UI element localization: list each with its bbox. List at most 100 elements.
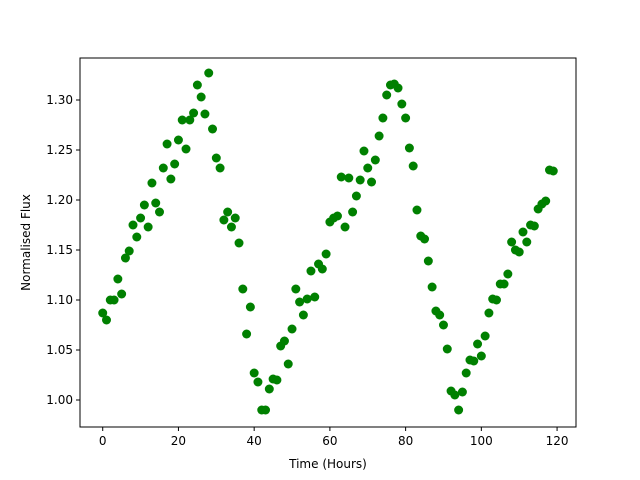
data-point bbox=[484, 308, 494, 318]
data-point bbox=[442, 344, 452, 354]
y-axis-label: Normalised Flux bbox=[19, 194, 33, 291]
data-point bbox=[151, 198, 161, 208]
y-tick-label: 1.20 bbox=[46, 193, 73, 207]
data-point bbox=[518, 227, 528, 237]
data-point bbox=[351, 191, 361, 201]
data-point bbox=[219, 215, 229, 225]
y-tick-label: 1.10 bbox=[46, 293, 73, 307]
data-point bbox=[249, 368, 259, 378]
data-point bbox=[499, 279, 509, 289]
data-point bbox=[158, 163, 168, 173]
data-point bbox=[507, 237, 517, 247]
data-point bbox=[503, 269, 513, 279]
data-point bbox=[529, 221, 539, 231]
x-axis-ticks: 0 20 40 60 80 100 120 bbox=[99, 427, 569, 448]
data-point bbox=[192, 80, 202, 90]
data-point bbox=[473, 339, 483, 349]
data-point bbox=[302, 294, 312, 304]
data-point bbox=[189, 108, 199, 118]
data-point bbox=[245, 302, 255, 312]
data-point bbox=[291, 284, 301, 294]
data-point bbox=[423, 256, 433, 266]
data-point bbox=[348, 207, 358, 217]
data-point bbox=[295, 297, 305, 307]
data-point bbox=[283, 359, 293, 369]
data-point bbox=[457, 387, 467, 397]
data-point bbox=[226, 222, 236, 232]
data-point bbox=[321, 249, 331, 259]
data-point bbox=[355, 175, 365, 185]
data-point bbox=[147, 178, 157, 188]
x-tick-label: 120 bbox=[546, 434, 569, 448]
data-point bbox=[454, 405, 464, 415]
y-tick-label: 1.25 bbox=[46, 143, 73, 157]
data-point bbox=[272, 375, 282, 385]
data-point bbox=[374, 131, 384, 141]
data-point bbox=[279, 336, 289, 346]
data-point bbox=[450, 390, 460, 400]
data-point bbox=[139, 200, 149, 210]
data-point bbox=[230, 213, 240, 223]
data-point bbox=[204, 68, 214, 78]
data-point bbox=[397, 99, 407, 109]
data-point bbox=[173, 135, 183, 145]
data-point bbox=[408, 161, 418, 171]
x-tick-label: 80 bbox=[398, 434, 413, 448]
data-point bbox=[382, 90, 392, 100]
data-point bbox=[170, 159, 180, 169]
data-point bbox=[234, 238, 244, 248]
data-point bbox=[469, 356, 479, 366]
x-axis-label: Time (Hours) bbox=[288, 457, 367, 471]
data-point bbox=[136, 213, 146, 223]
data-point bbox=[264, 384, 274, 394]
x-tick-label: 60 bbox=[322, 434, 337, 448]
data-point bbox=[185, 115, 195, 125]
data-point bbox=[238, 284, 248, 294]
data-point bbox=[461, 368, 471, 378]
plot-area bbox=[80, 58, 576, 427]
data-point bbox=[208, 124, 218, 134]
data-point bbox=[306, 266, 316, 276]
x-tick-label: 40 bbox=[247, 434, 262, 448]
data-point bbox=[196, 92, 206, 102]
data-point bbox=[367, 177, 377, 187]
data-point bbox=[420, 234, 430, 244]
data-point bbox=[155, 207, 165, 217]
data-point bbox=[548, 166, 558, 176]
data-point bbox=[166, 174, 176, 184]
data-point bbox=[215, 163, 225, 173]
data-point bbox=[336, 172, 346, 182]
data-point bbox=[261, 405, 271, 415]
data-point bbox=[109, 295, 119, 305]
data-point bbox=[242, 329, 252, 339]
data-point bbox=[162, 139, 172, 149]
y-tick-label: 1.05 bbox=[46, 343, 73, 357]
data-point bbox=[344, 173, 354, 183]
data-point bbox=[211, 153, 221, 163]
data-point bbox=[514, 247, 524, 257]
data-point bbox=[427, 282, 437, 292]
y-axis-ticks: 1.00 1.05 1.10 1.15 1.20 1.25 1.30 bbox=[46, 93, 80, 407]
data-point bbox=[317, 264, 327, 274]
data-point bbox=[404, 143, 414, 153]
data-point bbox=[378, 113, 388, 123]
data-point bbox=[491, 295, 501, 305]
data-point bbox=[117, 289, 127, 299]
data-point bbox=[223, 207, 233, 217]
x-tick-label: 20 bbox=[171, 434, 186, 448]
x-tick-label: 100 bbox=[470, 434, 493, 448]
plot-frame bbox=[79, 57, 577, 428]
data-point bbox=[332, 211, 342, 221]
data-point bbox=[113, 274, 123, 284]
data-point bbox=[310, 292, 320, 302]
data-point bbox=[200, 109, 210, 119]
data-point bbox=[435, 310, 445, 320]
data-point bbox=[120, 253, 130, 263]
data-point bbox=[124, 246, 134, 256]
data-point bbox=[181, 144, 191, 154]
data-point bbox=[102, 315, 111, 325]
data-point bbox=[253, 377, 263, 387]
data-point bbox=[98, 308, 108, 318]
data-point bbox=[363, 163, 373, 173]
